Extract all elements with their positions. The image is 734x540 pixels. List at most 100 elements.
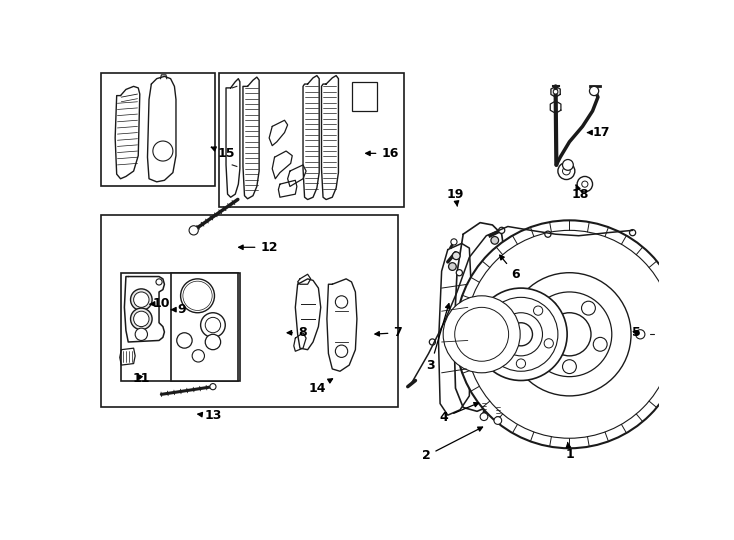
Text: 14: 14 (308, 379, 333, 395)
Polygon shape (148, 76, 176, 182)
Text: 2: 2 (422, 427, 482, 462)
Bar (352, 82, 377, 111)
Circle shape (206, 318, 221, 333)
Polygon shape (288, 165, 306, 186)
Circle shape (156, 279, 162, 285)
Circle shape (589, 86, 599, 96)
Text: 15: 15 (211, 147, 235, 160)
Text: 17: 17 (587, 126, 611, 139)
Circle shape (455, 307, 509, 361)
Circle shape (189, 226, 198, 235)
Text: 3: 3 (426, 303, 450, 372)
Circle shape (335, 345, 348, 357)
Circle shape (494, 417, 501, 424)
Text: 18: 18 (572, 185, 589, 201)
Text: 8: 8 (287, 326, 307, 339)
Text: 11: 11 (133, 373, 150, 386)
Circle shape (181, 279, 214, 313)
Circle shape (452, 252, 460, 260)
Polygon shape (243, 77, 259, 199)
Bar (101, 72, 215, 186)
Circle shape (177, 333, 192, 348)
Polygon shape (295, 279, 321, 350)
Bar (219, 72, 404, 207)
Circle shape (499, 306, 509, 315)
Circle shape (192, 350, 205, 362)
Polygon shape (438, 244, 471, 415)
Polygon shape (632, 325, 648, 343)
Polygon shape (269, 120, 288, 146)
Circle shape (131, 289, 152, 310)
Circle shape (581, 301, 595, 315)
Polygon shape (278, 180, 297, 197)
Circle shape (484, 298, 558, 372)
Circle shape (475, 288, 567, 381)
Text: 5: 5 (632, 326, 641, 339)
Polygon shape (303, 76, 319, 200)
Circle shape (335, 296, 348, 308)
Text: 1: 1 (565, 442, 574, 461)
Circle shape (499, 313, 542, 356)
Circle shape (480, 413, 488, 421)
Circle shape (531, 338, 545, 351)
Circle shape (582, 181, 588, 187)
Circle shape (577, 177, 592, 192)
Circle shape (636, 330, 645, 339)
Circle shape (509, 323, 532, 346)
Polygon shape (115, 86, 139, 179)
Circle shape (206, 334, 221, 350)
Polygon shape (454, 222, 506, 411)
Circle shape (508, 273, 631, 396)
Circle shape (489, 339, 498, 348)
Bar (101, 215, 398, 408)
Circle shape (465, 231, 673, 438)
Bar (170, 273, 239, 381)
Circle shape (448, 262, 457, 271)
Bar (120, 273, 240, 381)
Polygon shape (551, 86, 560, 97)
Circle shape (553, 90, 558, 94)
Circle shape (131, 308, 152, 330)
Polygon shape (124, 276, 164, 342)
Circle shape (548, 313, 591, 356)
Text: 10: 10 (150, 297, 170, 310)
Circle shape (456, 220, 683, 448)
Text: 12: 12 (239, 241, 278, 254)
Polygon shape (226, 79, 240, 197)
Circle shape (451, 239, 457, 245)
Circle shape (153, 141, 173, 161)
Text: 6: 6 (500, 255, 520, 281)
Circle shape (498, 227, 505, 233)
Circle shape (183, 281, 212, 310)
Polygon shape (327, 279, 357, 372)
Circle shape (593, 338, 607, 351)
Circle shape (545, 231, 551, 237)
Circle shape (200, 313, 225, 338)
Circle shape (630, 230, 636, 236)
Circle shape (185, 284, 210, 308)
Circle shape (134, 292, 149, 307)
Circle shape (543, 301, 557, 315)
Text: 13: 13 (197, 409, 222, 422)
Circle shape (134, 311, 149, 327)
Circle shape (135, 328, 148, 340)
Circle shape (457, 269, 462, 276)
Circle shape (527, 292, 612, 377)
Circle shape (516, 359, 526, 368)
Circle shape (544, 339, 553, 348)
Polygon shape (294, 333, 306, 351)
Circle shape (534, 306, 542, 315)
Circle shape (562, 360, 576, 374)
Circle shape (491, 237, 498, 244)
Circle shape (429, 339, 435, 345)
Circle shape (562, 167, 570, 175)
Text: 9: 9 (171, 303, 186, 316)
Text: 7: 7 (375, 326, 402, 339)
Circle shape (210, 383, 216, 390)
Circle shape (562, 159, 573, 170)
Text: 19: 19 (447, 188, 464, 206)
Circle shape (443, 296, 520, 373)
Text: 16: 16 (366, 147, 399, 160)
Polygon shape (120, 348, 135, 365)
Polygon shape (550, 101, 561, 113)
